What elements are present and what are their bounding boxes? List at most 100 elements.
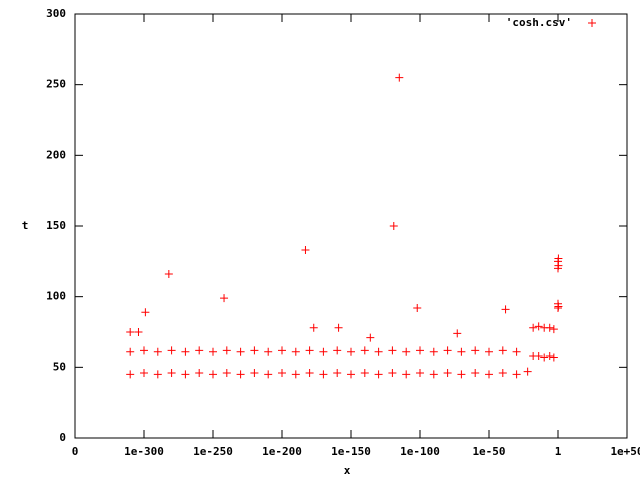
point	[429, 370, 438, 379]
y-tick-label: 150	[46, 219, 66, 232]
point	[549, 353, 558, 362]
point	[534, 352, 543, 361]
point	[126, 347, 135, 356]
x-tick-label: 1e-300	[124, 445, 164, 458]
point	[134, 328, 143, 336]
point	[545, 323, 554, 332]
point	[395, 73, 404, 82]
point	[554, 254, 563, 263]
point	[347, 347, 355, 356]
point	[236, 370, 245, 379]
point	[333, 368, 342, 377]
x-tick-label: 1e-100	[400, 445, 440, 458]
point	[545, 352, 554, 361]
point	[457, 347, 466, 356]
point	[220, 294, 229, 303]
point	[443, 368, 452, 377]
point	[366, 333, 375, 342]
point	[181, 347, 190, 356]
point	[402, 370, 411, 379]
point	[360, 346, 369, 355]
legend-label: 'cosh.csv'	[506, 16, 572, 29]
point	[209, 370, 217, 379]
point	[164, 270, 173, 279]
point	[195, 368, 204, 377]
point	[554, 302, 563, 311]
point	[485, 370, 493, 379]
point	[471, 346, 480, 355]
point	[416, 346, 424, 355]
x-tick-label: 1	[555, 445, 562, 458]
point	[512, 370, 521, 379]
x-tick-label: 1e+50	[610, 445, 640, 458]
point	[416, 368, 424, 377]
point	[301, 246, 310, 255]
point	[278, 346, 286, 355]
point	[126, 370, 135, 379]
y-tick-label: 100	[46, 290, 66, 303]
point	[309, 323, 318, 332]
point	[360, 368, 369, 377]
point	[153, 347, 162, 356]
point	[319, 347, 328, 356]
point	[305, 346, 314, 355]
point	[291, 370, 300, 379]
point	[167, 368, 176, 377]
point	[485, 347, 493, 356]
point	[195, 346, 204, 355]
point	[181, 370, 190, 379]
point	[140, 368, 148, 377]
point	[429, 347, 438, 356]
point	[374, 347, 383, 356]
point	[264, 370, 273, 379]
point	[333, 346, 342, 355]
point	[126, 328, 135, 336]
point	[222, 346, 231, 355]
point	[471, 368, 480, 377]
point	[389, 222, 398, 230]
point	[540, 353, 549, 362]
x-tick-label: 1e-200	[262, 445, 302, 458]
y-tick-label: 300	[46, 7, 66, 20]
y-tick-label: 0	[59, 431, 66, 444]
point	[388, 346, 397, 355]
point	[250, 368, 259, 377]
point	[209, 347, 217, 356]
point	[319, 370, 328, 379]
point	[347, 370, 355, 379]
point	[402, 347, 411, 356]
point	[250, 346, 259, 355]
point	[498, 346, 507, 355]
point	[334, 323, 343, 332]
point	[453, 329, 462, 338]
y-tick-label: 250	[46, 78, 66, 91]
point	[523, 367, 532, 376]
point	[554, 261, 563, 270]
point	[498, 368, 507, 377]
point	[549, 325, 558, 334]
point	[305, 368, 314, 377]
legend-marker	[588, 19, 596, 27]
point	[236, 347, 245, 356]
point	[501, 305, 510, 314]
point	[529, 323, 538, 332]
x-axis-label: x	[344, 464, 351, 477]
x-tick-label: 1e-50	[472, 445, 505, 458]
point	[291, 347, 300, 356]
point	[278, 368, 286, 377]
point	[264, 347, 273, 356]
point	[141, 308, 150, 317]
point	[222, 368, 231, 377]
point	[140, 346, 148, 355]
point	[167, 346, 176, 355]
x-tick-label: 1e-250	[193, 445, 233, 458]
y-axis-label: t	[22, 219, 29, 232]
point	[534, 322, 543, 331]
point	[457, 370, 466, 379]
y-tick-label: 200	[46, 148, 66, 161]
point	[374, 370, 383, 379]
point	[153, 370, 162, 379]
y-tick-label: 50	[53, 360, 66, 373]
point	[512, 347, 521, 356]
